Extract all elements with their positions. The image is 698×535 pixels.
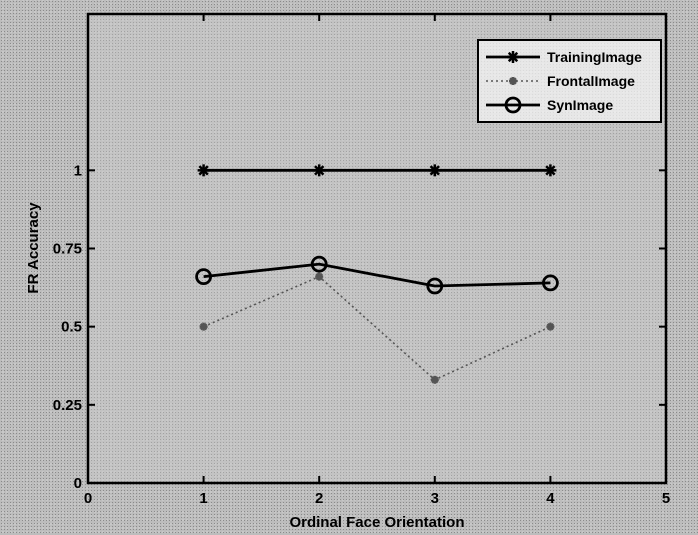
data-point-synimage <box>542 274 559 292</box>
data-point-synimage <box>310 255 328 273</box>
x-tick-label: 5 <box>662 490 670 507</box>
legend-marker-trainingimage <box>507 51 519 63</box>
legend-label-synimage: SynImage <box>547 97 613 113</box>
data-point-frontalimage <box>546 322 555 331</box>
y-tick-label: 0 <box>74 475 82 492</box>
data-point-trainingimage <box>544 164 557 177</box>
y-tick-label: 0.75 <box>53 241 82 258</box>
legend-marker-synimage <box>504 96 522 114</box>
legend: TrainingImage FrontalImage SynImage <box>477 39 662 123</box>
data-point-trainingimage <box>313 164 326 177</box>
series-line-synimage <box>203 262 551 288</box>
data-point-trainingimage <box>428 164 441 177</box>
legend-label-trainingimage: TrainingImage <box>547 49 642 65</box>
data-point-trainingimage <box>197 164 210 177</box>
data-point-frontalimage <box>199 322 208 331</box>
x-axis-label: Ordinal Face Orientation <box>289 514 464 531</box>
y-tick-label: 0.25 <box>53 397 82 414</box>
x-tick-label: 4 <box>546 490 555 507</box>
x-tick-label: 2 <box>315 490 323 507</box>
y-axis-ticks: 0 0.25 0.5 0.75 1 <box>53 162 666 492</box>
x-tick-label: 3 <box>431 490 439 507</box>
x-tick-label: 0 <box>84 490 92 507</box>
y-axis-label: FR Accuracy <box>25 202 42 294</box>
legend-marker-frontalimage <box>509 77 517 85</box>
series-layer <box>195 164 559 384</box>
data-point-frontalimage <box>430 375 439 384</box>
x-axis-ticks: 0 1 2 3 4 5 <box>84 14 670 507</box>
y-tick-label: 0.5 <box>61 319 82 336</box>
legend-label-frontalimage: FrontalImage <box>547 73 635 89</box>
data-point-synimage <box>426 277 444 295</box>
y-tick-label: 1 <box>74 162 82 179</box>
x-tick-label: 1 <box>199 490 207 507</box>
data-point-synimage <box>195 268 213 286</box>
data-point-frontalimage <box>315 272 324 281</box>
